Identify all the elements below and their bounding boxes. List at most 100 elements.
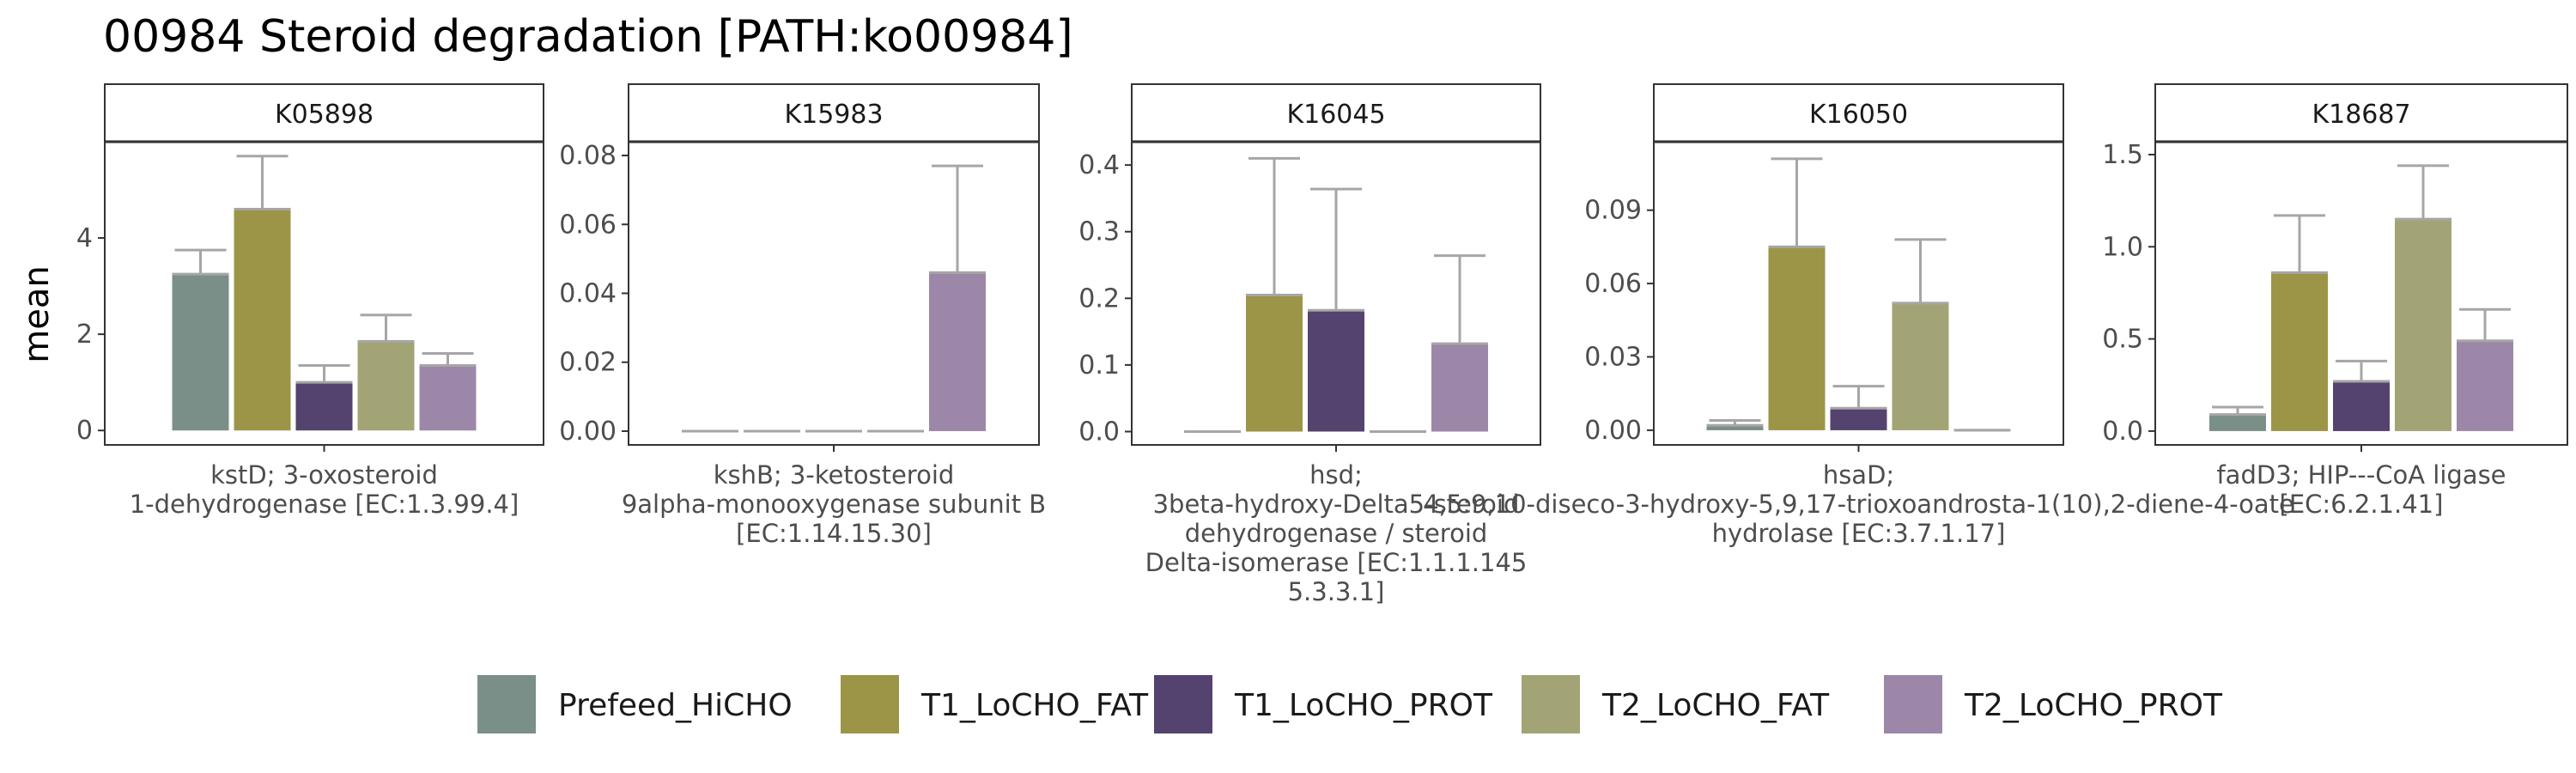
legend-item: Prefeed_HiCHO <box>477 675 793 733</box>
x-category-line: 9alpha-monooxygenase subunit B <box>622 490 1046 519</box>
chart-title: 00984 Steroid degradation [PATH:ko00984] <box>103 11 1073 63</box>
error-bar <box>1310 187 1362 311</box>
facet-K18687: K18687 0.0 0.5 1.0 1.5 fadD3; HIP---CoA ligas… <box>2102 83 2568 519</box>
y-tick-label: 0.5 <box>2102 325 2143 355</box>
error-bar <box>2274 214 2325 273</box>
facet-K16050: K16050 0.00 0.03 0.06 0.09 hsaD; 4,5:9,10-dise… <box>1423 83 2294 548</box>
error-bar <box>1894 238 1947 303</box>
legend-item: T1_LoCHO_PROT <box>1154 675 1493 733</box>
legend: Prefeed_HiCHO T1_LoCHO_FAT T1_LoCHO_PROT T2… <box>477 675 2223 733</box>
bar-T2_LoCHO_FAT <box>1892 302 1949 430</box>
y-tick-label: 0.3 <box>1078 217 1120 247</box>
bar-T2_LoCHO_FAT <box>357 341 415 431</box>
x-category-line: 4,5:9,10-diseco-3-hydroxy-5,9,17-trioxoa… <box>1423 490 2294 519</box>
strip-label: K16045 <box>1286 100 1385 130</box>
y-tick-label: 0 <box>76 416 93 446</box>
strip-label: K15983 <box>784 100 883 130</box>
bar-T1_LoCHO_PROT <box>2333 380 2390 431</box>
legend-key-T1_LoCHO_FAT <box>841 675 899 733</box>
y-tick-label: 0.1 <box>1078 350 1120 380</box>
x-category-line: Delta-isomerase [EC:1.1.1.145 <box>1145 548 1528 577</box>
y-tick-label: 0.09 <box>1584 196 1642 226</box>
error-bar <box>1832 385 1885 409</box>
error-bar <box>2397 164 2449 220</box>
bar-Prefeed_HiCHO <box>172 274 229 431</box>
legend-label: Prefeed_HiCHO <box>558 688 793 723</box>
legend-item: T2_LoCHO_PROT <box>1884 675 2223 733</box>
x-category-label: kshB; 3-ketosteroid 9alpha-monooxygenase … <box>622 460 1046 548</box>
x-category-line: 5.3.3.1] <box>1288 577 1385 606</box>
x-category-line: kstD; 3-oxosteroid <box>210 460 438 490</box>
y-tick-label: 0.03 <box>1584 343 1642 373</box>
y-tick-label: 1.5 <box>2102 140 2143 170</box>
x-category-line: dehydrogenase / steroid <box>1185 519 1488 548</box>
strip-box <box>2154 83 2568 143</box>
y-tick-label: 0.02 <box>559 348 617 378</box>
bar-T1_LoCHO_FAT <box>1246 295 1303 432</box>
strip-label: K16050 <box>1809 100 1908 130</box>
x-category-label: kstD; 3-oxosteroid 1-dehydrogenase [EC:1.… <box>130 460 519 519</box>
facet-K15983: K15983 0.00 0.02 0.04 0.06 0.08 kshB; 3-ketost… <box>559 83 1046 548</box>
error-bar <box>1249 156 1300 295</box>
y-tick-label: 0.0 <box>1078 417 1120 447</box>
bar-T1_LoCHO_PROT <box>1830 408 1887 430</box>
legend-key-T1_LoCHO_PROT <box>1154 675 1212 733</box>
strip-label: K18687 <box>2312 100 2410 130</box>
x-category-label: hsaD; 4,5:9,10-diseco-3-hydroxy-5,9,17-tr… <box>1423 460 2294 548</box>
bar-T1_LoCHO_PROT <box>295 382 353 431</box>
y-tick-label: 0.00 <box>559 417 617 447</box>
x-category-line: hsaD; <box>1823 460 1894 490</box>
facet-panels: K05898 0 2 4 kstD; 3-oxosteroid 1-dehydrogena… <box>76 83 2568 606</box>
y-tick-label: 2 <box>76 320 93 350</box>
x-category-line: hydrolase [EC:3.7.1.17] <box>1712 519 2006 548</box>
legend-label: T2_LoCHO_FAT <box>1601 688 1830 723</box>
legend-label: T1_LoCHO_FAT <box>920 688 1149 723</box>
bar-T2_LoCHO_PROT <box>1431 344 1488 432</box>
y-tick-label: 1.0 <box>2102 232 2143 262</box>
bar-T2_LoCHO_PROT <box>2457 340 2513 431</box>
x-category-line: [EC:1.14.15.30] <box>736 519 932 548</box>
error-bar <box>360 313 412 342</box>
facet-K16045: K16045 0.0 0.1 0.2 0.3 0.4 hsd; 3beta-hydroxy-D… <box>1078 83 1541 606</box>
x-category-label: fadD3; HIP---CoA ligase [EC:6.2.1.41] <box>2216 460 2506 519</box>
bar-T1_LoCHO_FAT <box>234 209 291 431</box>
x-category-line: fadD3; HIP---CoA ligase <box>2216 460 2506 490</box>
legend-key-T2_LoCHO_PROT <box>1884 675 1942 733</box>
y-axis-label: mean <box>17 265 57 362</box>
x-category-line: [EC:6.2.1.41] <box>2280 490 2444 519</box>
strip-box <box>104 83 544 143</box>
y-tick-label: 0.06 <box>1584 269 1642 299</box>
error-bar <box>236 155 289 210</box>
y-tick-label: 4 <box>76 223 93 253</box>
y-tick-label: 0.4 <box>1078 150 1120 180</box>
y-tick-label: 0.2 <box>1078 283 1120 313</box>
error-bar <box>422 352 474 366</box>
legend-item: T1_LoCHO_FAT <box>841 675 1149 733</box>
x-category-line: hsd; <box>1309 460 1363 490</box>
error-bar <box>2459 307 2511 341</box>
error-bar <box>298 364 350 383</box>
x-category-label: hsd; 3beta-hydroxy-Delta5-steroid dehydrog… <box>1145 460 1528 606</box>
legend-label: T2_LoCHO_PROT <box>1964 688 2223 723</box>
bar-T1_LoCHO_FAT <box>1768 247 1826 430</box>
strip-label: K05898 <box>275 100 374 130</box>
error-bar <box>1771 157 1823 247</box>
bar-T2_LoCHO_PROT <box>929 272 986 431</box>
y-tick-label: 0.0 <box>2102 417 2143 447</box>
bar-T2_LoCHO_FAT <box>2395 219 2451 431</box>
y-tick-label: 0.04 <box>559 279 617 309</box>
error-bar <box>1434 254 1485 344</box>
x-category-line: 3beta-hydroxy-Delta5-steroid <box>1153 490 1520 519</box>
facet-K05898: K05898 0 2 4 kstD; 3-oxosteroid 1-dehydrogena… <box>76 83 544 519</box>
legend-label: T1_LoCHO_PROT <box>1234 688 1493 723</box>
y-tick-label: 0.06 <box>559 210 617 240</box>
y-tick-label: 0.08 <box>559 141 617 171</box>
legend-key-T2_LoCHO_FAT <box>1522 675 1580 733</box>
bar-T2_LoCHO_PROT <box>419 365 477 431</box>
bar-T1_LoCHO_FAT <box>2271 272 2328 431</box>
error-bar <box>174 248 227 275</box>
legend-item: T2_LoCHO_FAT <box>1522 675 1830 733</box>
strip-box <box>1131 83 1541 143</box>
strip-box <box>628 83 1040 143</box>
